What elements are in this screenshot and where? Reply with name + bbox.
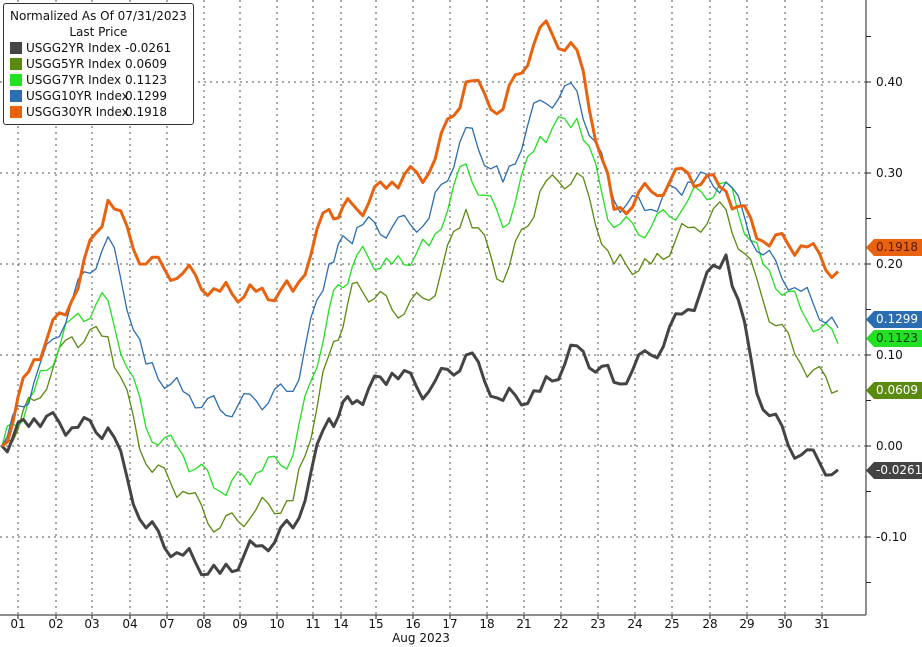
last-value-tag: 0.1123 (866, 330, 922, 347)
legend-label: USGG30YR Index (26, 105, 129, 119)
x-tick-label: 10 (269, 617, 285, 631)
x-tick-label: 31 (814, 617, 830, 631)
y-tick-label: 0.10 (876, 348, 903, 362)
legend-title: Normalized As Of 07/31/2023 (10, 9, 187, 23)
legend-label: USGG2YR Index (26, 41, 122, 55)
x-axis-title: Aug 2023 (392, 631, 450, 645)
x-tick-label: 25 (664, 617, 680, 631)
x-tick-label: 22 (553, 617, 569, 631)
x-tick-label: 24 (627, 617, 643, 631)
x-tick-label: 16 (405, 617, 421, 631)
legend-label: USGG7YR Index (26, 73, 122, 87)
x-tick-label: 09 (232, 617, 248, 631)
legend-label: USGG5YR Index (26, 57, 122, 71)
x-tick-label: 04 (122, 617, 138, 631)
legend-entry: USGG5YR Index 0.0609 (10, 56, 187, 72)
legend-entry: USGG30YR Index 0.1918 (10, 104, 187, 120)
x-tick-label: 29 (739, 617, 755, 631)
legend-swatch (10, 58, 22, 70)
legend-value: -0.0261 (125, 41, 172, 55)
legend-swatch (10, 90, 22, 102)
legend-value: 0.0609 (125, 57, 167, 71)
x-tick-label: 28 (702, 617, 718, 631)
last-value-tag: 0.0609 (866, 382, 922, 399)
x-tick-label: 14 (333, 617, 349, 631)
legend-label: USGG10YR Index (26, 89, 129, 103)
last-value-tag: 0.1918 (866, 239, 922, 256)
last-value-tag: -0.0261 (866, 462, 922, 479)
y-tick-label: 0.40 (876, 75, 903, 89)
x-tick-label: 11 (305, 617, 321, 631)
y-tick-label: -0.10 (876, 530, 908, 544)
last-value-tag: 0.1299 (866, 311, 922, 328)
legend-swatch (10, 106, 22, 118)
x-tick-label: 08 (196, 617, 212, 631)
x-tick-label: 21 (516, 617, 532, 631)
x-tick-label: 30 (777, 617, 793, 631)
legend-entry: USGG10YR Index 0.1299 (10, 88, 187, 104)
series-line-usgg10yr (1, 82, 839, 447)
series-line-usgg2yr (0, 253, 839, 577)
x-tick-label: 07 (159, 617, 175, 631)
legend-rows: USGG2YR Index -0.0261 USGG5YR Index 0.0609 U… (10, 40, 187, 120)
x-tick-label: 18 (479, 617, 495, 631)
x-tick-label: 15 (368, 617, 384, 631)
legend-swatch (10, 74, 22, 86)
legend-entry: USGG7YR Index 0.1123 (10, 72, 187, 88)
x-tick-label: 17 (442, 617, 458, 631)
y-tick-label: 0.20 (876, 257, 903, 271)
legend: Normalized As Of 07/31/2023 Last Price U… (3, 3, 194, 125)
legend-swatch (10, 42, 22, 54)
y-tick-label: 0.00 (876, 439, 903, 453)
legend-subtitle: Last Price (69, 25, 128, 39)
series-line-usgg30yr (1, 19, 840, 448)
legend-value: 0.1123 (125, 73, 167, 87)
x-tick-label: 23 (590, 617, 606, 631)
x-tick-label: 01 (10, 617, 26, 631)
legend-entry: USGG2YR Index -0.0261 (10, 40, 187, 56)
x-tick-label: 02 (48, 617, 64, 631)
legend-value: 0.1299 (125, 89, 167, 103)
y-tick-label: 0.30 (876, 166, 903, 180)
legend-value: 0.1918 (125, 105, 167, 119)
series-line-usgg5yr (1, 172, 839, 533)
x-tick-label: 03 (84, 617, 100, 631)
